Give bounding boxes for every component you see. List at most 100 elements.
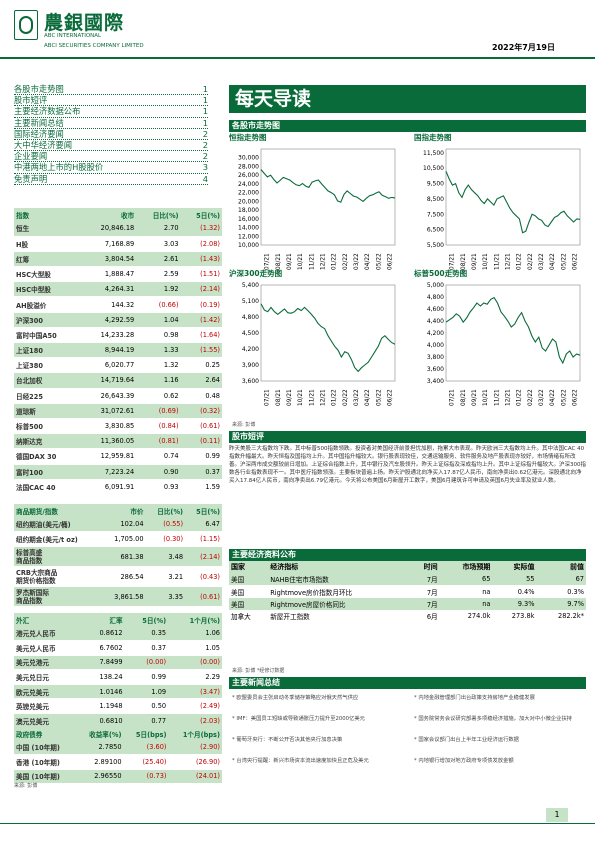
cell-value: 6月: [426, 613, 438, 622]
cell-value: na: [439, 597, 493, 611]
news-item[interactable]: * 内地银行增加对地方政府专项债发放金额: [414, 758, 514, 764]
x-tick-label: 02/22: [343, 253, 349, 270]
cell-value: (2.14): [185, 546, 222, 568]
row-label: 澳元兑美元: [14, 713, 83, 729]
x-tick-label: 04/22: [550, 389, 556, 406]
y-tick-label: 4,200: [427, 330, 444, 337]
toc-item[interactable]: 各股市走势图 1: [14, 84, 208, 96]
y-tick-label: 10,500: [423, 165, 444, 172]
news-item[interactable]: * IMF：美国员工短缺或导致通胀压力提升至2000亿美元: [232, 716, 365, 722]
cell-value: 0.74: [136, 448, 181, 465]
row-label: 日经225: [14, 388, 81, 404]
table-row: 日经225 26,643.39 0.62 0.48: [14, 388, 222, 404]
cell-value: 7月: [426, 588, 438, 597]
toc-item[interactable]: 大中华经济要闻 2: [14, 140, 208, 152]
row-label: 富时100: [14, 464, 81, 480]
y-tick-label: 4,000: [427, 342, 444, 349]
cell-value: 2.96550: [76, 769, 124, 785]
table-row: 富时中国A50 14,233.28 0.98 (1.64): [14, 327, 222, 344]
cell-value: 55: [492, 573, 537, 586]
toc-item[interactable]: 中港两地上市的H股股价 3: [14, 162, 208, 174]
column-header: 收益率(%): [76, 727, 124, 740]
plot-frame: [445, 148, 581, 246]
y-tick-label: 24,000: [238, 181, 259, 188]
cell-value: 7.8499: [82, 655, 125, 671]
toc-item-page: 2: [202, 128, 208, 139]
cell-value: 282.2k*: [558, 612, 584, 621]
table-row: 美元兑港元 7.8499 (0.00) (0.00): [14, 655, 222, 671]
toc-item[interactable]: 企业要闻 2: [14, 151, 208, 163]
news-item[interactable]: * 葡萄牙央行：不断公开否决其他央行加息决策: [232, 737, 343, 743]
x-tick-label: 12/21: [505, 253, 511, 270]
y-tick-label: 20,000: [238, 198, 259, 205]
y-tick-label: 4,800: [427, 294, 444, 301]
news-item[interactable]: * 欧盟委员会主张启动冬季储存策略应对俄天然气供应: [232, 695, 359, 701]
table-row: 德国DAX 30 12,959.81 0.74 0.99: [14, 448, 222, 465]
toc-item[interactable]: 主要经济数据公布 1: [14, 106, 208, 118]
table-header-row: 政府债券 收益率(%) 5日(bps) 1个月(bps): [14, 727, 222, 740]
x-tick-label: 02/22: [528, 389, 534, 406]
table-row: 富时100 7,223.24 0.90 0.37: [14, 464, 222, 480]
row-label: 美国 (10年期): [14, 769, 77, 785]
index-chart: 沪深300走势图 5,400 5,100 4,800 4,500 4,200 3,900 3,…: [229, 268, 401, 416]
y-tick-label: 16,000: [238, 216, 259, 223]
row-label: 上证380: [14, 357, 81, 374]
cell-value: 4,292.59: [80, 312, 137, 328]
cell-value: (0.55): [145, 517, 186, 533]
cell-value: (26.90): [168, 754, 222, 770]
index-series-line: [445, 296, 581, 365]
row-label: 台北加权: [14, 372, 81, 389]
cell-value: 2.59: [136, 266, 181, 283]
x-tick-label: 11/21: [494, 389, 500, 406]
index-chart: 国指走势图 11,500 10,500 9,500 8,500 7,500 6,500 5,5…: [414, 132, 586, 280]
toc-item[interactable]: 主要新闻总结 1: [14, 118, 208, 129]
toc-item[interactable]: 股市短评 1: [14, 95, 208, 107]
cell-value: 273.8k: [511, 612, 535, 621]
table-row: 纽约期油(美元/桶) 102.04 (0.55) 6.47: [14, 517, 222, 533]
report-date: 2022年7月19日: [492, 43, 555, 52]
chart-plot: 5,000 4,800 4,600 4,400 4,200 4,000 3,800 3,600…: [427, 282, 581, 406]
x-tick-label: 03/22: [354, 389, 360, 406]
news-item[interactable]: * 内地金融管理部门出台政策支持房地产业稳健发展: [414, 695, 535, 701]
toc-item-page: 4: [202, 173, 208, 184]
row-label: 香港 (10年期): [14, 754, 77, 770]
y-tick-label: 7,500: [427, 211, 444, 218]
news-item[interactable]: * 国家会议部门出台上半年工业经济运行数据: [414, 737, 519, 743]
toc-item[interactable]: 国际经济要闻 2: [14, 129, 208, 140]
x-tick-label: 01/22: [517, 389, 523, 406]
y-tick-label: 4,800: [242, 314, 259, 321]
column-header: 前值: [536, 561, 586, 573]
cell-value: 2.29: [168, 669, 222, 685]
x-tick-label: 10/21: [298, 253, 304, 270]
table-row: 美元兑日元 138.24 0.99 2.29: [14, 669, 222, 685]
cell-value: 286.54: [101, 566, 146, 588]
cell-value: 144.32: [80, 296, 137, 313]
news-item[interactable]: * 国务院常务会议研究部署多项稳经济措施，加大对中小微企业扶持: [414, 716, 572, 722]
x-tick-label: 04/22: [365, 389, 371, 406]
column-header: 5日(%): [185, 504, 222, 517]
cell-value: 7月: [409, 573, 440, 586]
chart-plot: 11,500 10,500 9,500 8,500 7,500 6,500 5,500 07/…: [423, 148, 581, 270]
toc-item[interactable]: 免责声明 4: [14, 174, 208, 185]
cell-value: 3.21: [145, 566, 186, 588]
cell-value: 65: [439, 573, 493, 586]
table-row: 香港 (10年期) 2.89100 (25.40) (26.90): [14, 754, 222, 770]
cell-value: 7月: [409, 597, 440, 611]
fx-panel: 外汇 汇率 5日(%) 1个月(%) 港元兑人民币 0.8612 0.35 1.06 美元兑人民…: [14, 613, 222, 729]
index-series-line: [445, 171, 581, 234]
row-label: 美国: [229, 573, 269, 586]
chart-title: 恒指走势图: [229, 133, 267, 142]
cell-value: 7,223.24: [80, 464, 137, 480]
news-item[interactable]: * 台湾央行提醒：新兴市场资本流出速度加快且正危及美元: [232, 758, 369, 764]
table-row: 上证380 6,020.77 1.32 0.25: [14, 357, 222, 374]
x-tick-label: 07/21: [265, 253, 271, 270]
row-label: AH股溢价: [14, 296, 81, 313]
table-header-row: 国家 经济指标 时间 市场预期 实际值 前值: [229, 561, 586, 573]
column-header: 5日(%): [180, 208, 222, 221]
x-tick-label: 10/21: [483, 253, 489, 270]
table-row: 美国 Rightmove房屋价格同比 7月 na 9.3% 9.7%: [229, 597, 586, 611]
cell-value: (0.69): [136, 403, 181, 419]
toc-item-title: 各股市走势图: [14, 84, 64, 94]
cell-value: 0.98: [136, 327, 181, 344]
